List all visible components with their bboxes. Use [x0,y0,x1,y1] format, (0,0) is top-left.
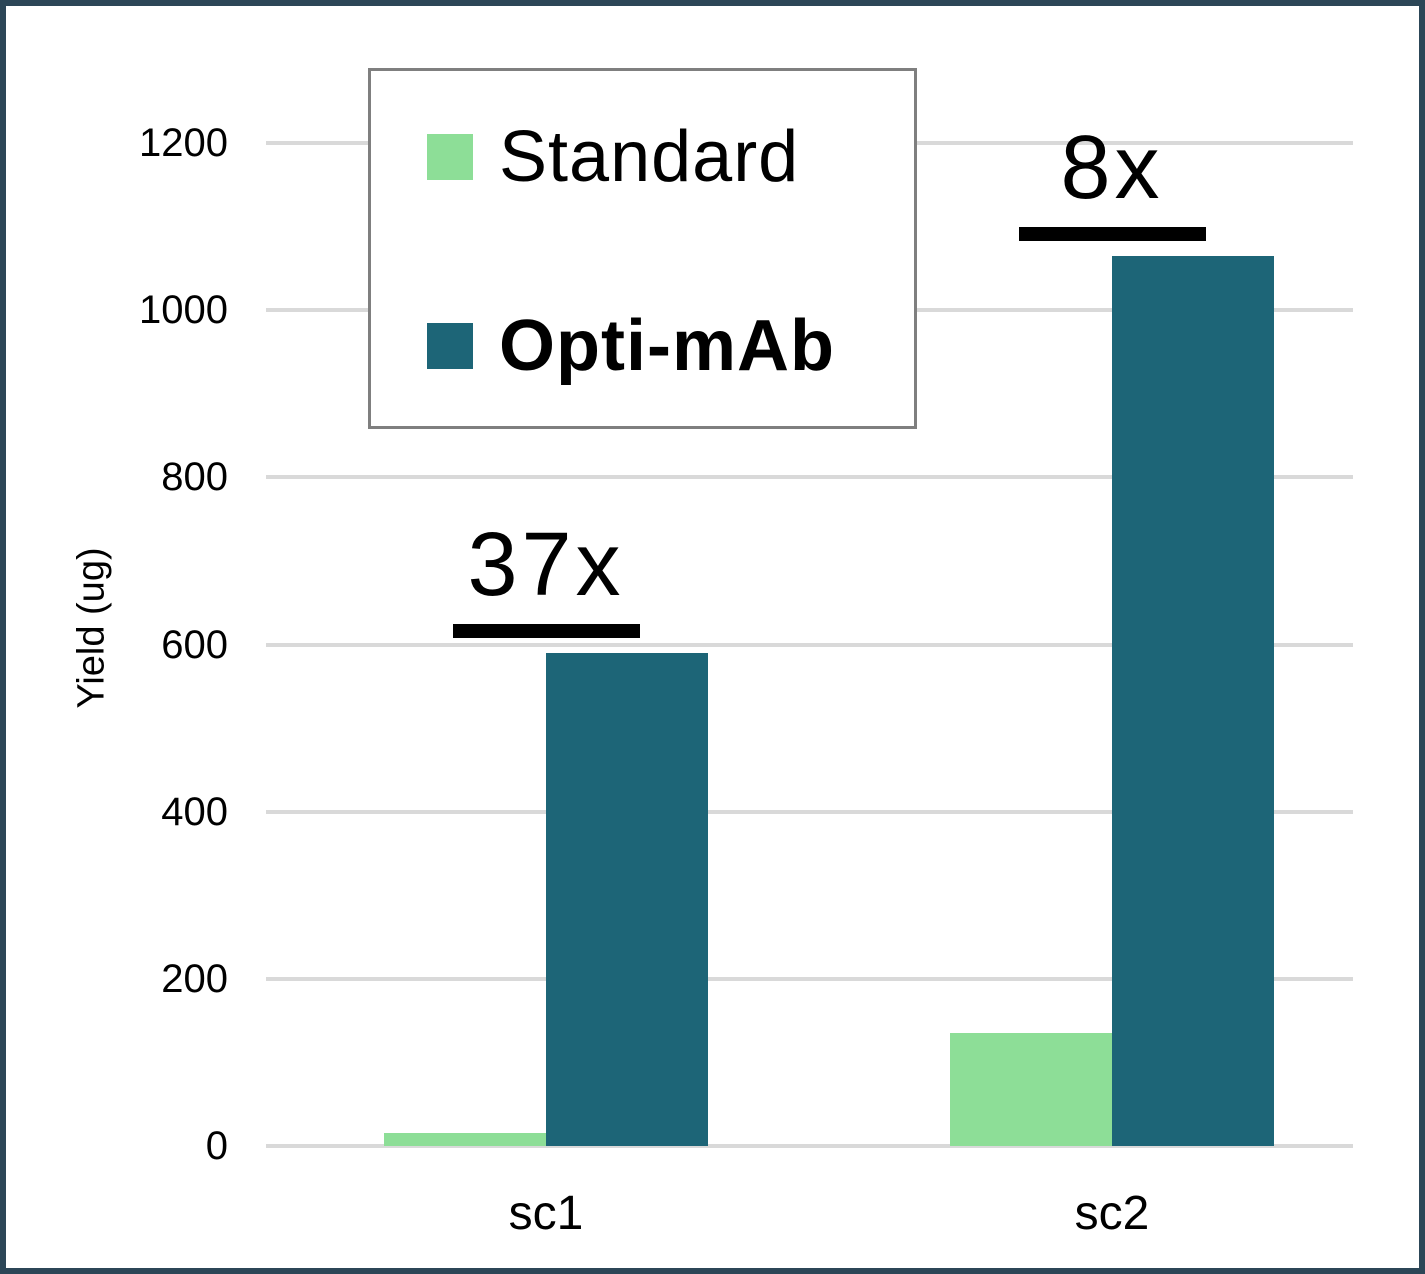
annotation-sc2-text: 8x [1060,118,1164,219]
y-tick-label-600: 600 [161,622,228,667]
bar-sc1-standard [384,1133,546,1146]
y-tick-label-1200: 1200 [139,121,228,165]
y-tick-label-0: 0 [205,1124,228,1168]
gridline-200 [266,976,1353,981]
bar-sc1-opti-mab [546,652,708,1146]
gridline-0 [266,1144,1353,1148]
gridline-600 [266,642,1353,647]
y-tick-label-1000: 1000 [139,288,228,333]
standard-swatch-icon [427,134,473,180]
x-axis-label-sc2: sc2 [1074,1187,1150,1240]
legend-label-standard: Standard [499,117,800,197]
legend-item-opti-mab: Opti-mAb [427,310,894,382]
annotation-sc2: 8x [972,118,1252,241]
y-tick-label-800: 800 [161,455,228,500]
annotation-sc2-underline [1018,226,1206,241]
legend: Standard Opti-mAb [368,68,917,429]
opti-mab-swatch-icon [427,323,473,369]
legend-item-standard: Standard [427,121,894,193]
bar-sc2-standard [950,1033,1112,1146]
y-tick-label-200: 200 [161,956,228,1001]
gridline-800 [266,475,1353,480]
gridline-400 [266,809,1353,814]
y-tick-label-400: 400 [161,789,228,834]
legend-label-opti-mab: Opti-mAb [499,306,835,386]
annotation-sc1-text: 37x [467,515,625,616]
x-axis-label-sc1: sc1 [508,1187,584,1240]
annotation-sc1-underline [452,623,640,638]
bar-sc2-opti-mab [1112,255,1274,1146]
annotation-sc1: 37x [406,515,686,638]
